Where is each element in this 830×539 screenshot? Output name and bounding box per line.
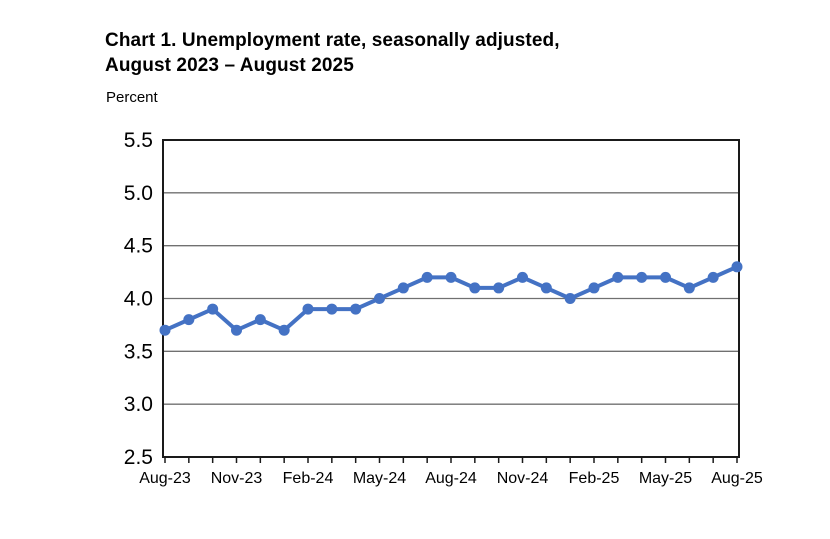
data-point — [660, 271, 671, 283]
y-tick-label: 2.5 — [124, 446, 153, 469]
x-tick-label: Aug-24 — [425, 470, 477, 487]
data-point — [612, 271, 624, 283]
x-tick-label: Aug-23 — [139, 470, 191, 487]
data-point — [517, 271, 528, 283]
data-point — [254, 314, 266, 326]
data-point — [207, 303, 219, 315]
data-point — [707, 271, 719, 283]
data-point — [397, 282, 409, 294]
data-point — [326, 303, 338, 315]
data-point — [588, 282, 600, 294]
x-tick-label: May-24 — [353, 470, 406, 487]
data-point — [374, 293, 385, 304]
data-point — [302, 303, 314, 315]
x-tick-label: May-25 — [639, 470, 692, 487]
x-tick-label: Nov-23 — [211, 470, 263, 487]
y-axis-unit-label: Percent — [106, 89, 158, 106]
data-point — [636, 271, 648, 283]
x-tick-label: Feb-24 — [283, 470, 334, 487]
data-point — [469, 282, 481, 294]
data-point — [421, 271, 433, 283]
data-point — [493, 282, 505, 294]
data-point — [183, 314, 195, 326]
data-point — [159, 324, 171, 336]
y-tick-label: 4.0 — [124, 288, 153, 311]
x-tick-label: Nov-24 — [497, 470, 549, 487]
y-tick-label: 3.0 — [124, 393, 153, 416]
y-tick-label: 5.5 — [124, 129, 153, 152]
chart-title-line1: Chart 1. Unemployment rate, seasonally a… — [105, 30, 560, 51]
data-point — [683, 282, 695, 294]
data-point — [445, 271, 457, 283]
x-tick-label: Aug-25 — [711, 470, 763, 487]
y-tick-label: 5.0 — [124, 182, 153, 205]
y-tick-label: 3.5 — [124, 340, 153, 363]
plot-border — [162, 139, 740, 458]
chart-title: Chart 1. Unemployment rate, seasonally a… — [105, 28, 560, 78]
data-point — [231, 324, 242, 336]
chart-title-line2: August 2023 – August 2025 — [105, 55, 354, 76]
data-point — [731, 261, 743, 273]
data-point — [564, 293, 576, 304]
y-tick-label: 4.5 — [124, 235, 153, 258]
data-point — [350, 303, 362, 315]
x-tick-label: Feb-25 — [569, 470, 620, 487]
data-point — [278, 324, 290, 336]
data-point — [540, 282, 552, 294]
